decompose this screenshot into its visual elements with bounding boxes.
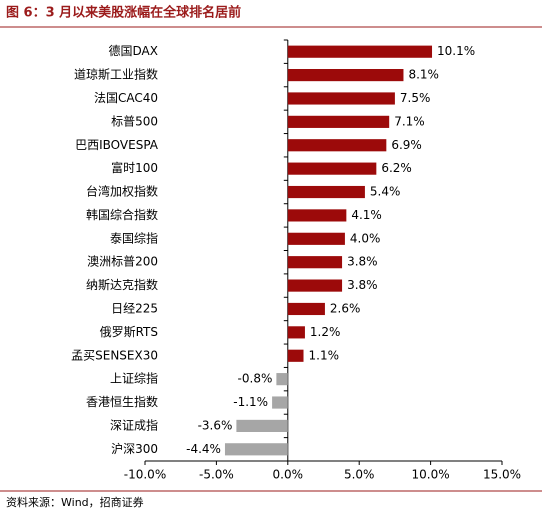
- bar: [224, 443, 288, 456]
- value-label: 4.1%: [351, 208, 382, 222]
- value-label: 6.2%: [381, 161, 412, 175]
- value-label: 4.0%: [350, 231, 381, 245]
- value-label: 10.1%: [437, 44, 475, 58]
- x-tick-label: 0.0%: [273, 468, 304, 482]
- bar: [287, 139, 387, 152]
- category-label: 澳洲标普200: [87, 255, 158, 269]
- value-label: -3.6%: [198, 418, 233, 432]
- category-label: 韩国综合指数: [86, 207, 158, 222]
- category-label: 标普500: [111, 114, 158, 128]
- category-label: 道琼斯工业指数: [74, 67, 158, 82]
- value-label: 7.1%: [394, 114, 425, 128]
- x-tick-label: -5.0%: [199, 468, 234, 482]
- bar: [287, 326, 305, 339]
- value-label: 3.8%: [347, 278, 378, 292]
- value-label: -1.1%: [233, 395, 268, 409]
- bar: [287, 279, 343, 292]
- category-label: 台湾加权指数: [86, 184, 158, 199]
- category-label: 上证综指: [110, 371, 158, 386]
- bar: [287, 302, 325, 316]
- bar: [287, 162, 377, 175]
- bar: [276, 373, 288, 386]
- source: 资料来源：Wind，招商证券: [6, 495, 144, 509]
- bar: [272, 396, 288, 409]
- bar: [236, 419, 288, 432]
- x-tick-label: 5.0%: [344, 468, 375, 482]
- bar: [287, 69, 404, 82]
- x-tick-label: -10.0%: [124, 468, 166, 482]
- value-label: -0.8%: [238, 372, 273, 386]
- value-label: 2.6%: [330, 301, 361, 315]
- category-label: 纳斯达克指数: [86, 277, 158, 292]
- value-label: 1.2%: [310, 325, 341, 339]
- category-label: 俄罗斯RTS: [100, 325, 158, 339]
- bar: [287, 92, 395, 105]
- category-label: 德国DAX: [109, 43, 158, 58]
- bar: [287, 256, 343, 269]
- category-label: 深证成指: [110, 417, 158, 432]
- value-label: -4.4%: [186, 442, 221, 456]
- bar: [287, 185, 365, 199]
- category-label: 沪深300: [111, 442, 158, 456]
- category-label: 富时100: [111, 160, 158, 175]
- category-label: 法国CAC40: [94, 91, 158, 105]
- category-label: 日经225: [111, 301, 158, 315]
- bar: [287, 349, 304, 362]
- value-label: 5.4%: [370, 185, 401, 199]
- value-label: 6.9%: [391, 138, 422, 152]
- bar: [287, 115, 390, 128]
- category-label: 泰国综指: [110, 230, 158, 245]
- x-tick-label: 10.0%: [412, 468, 450, 482]
- bar: [287, 232, 345, 245]
- value-label: 1.1%: [309, 348, 340, 362]
- bar: [287, 45, 433, 58]
- x-tick-label: 15.0%: [483, 468, 521, 482]
- category-label: 香港恒生指数: [86, 394, 158, 409]
- bar: [287, 209, 347, 222]
- value-label: 3.8%: [347, 255, 378, 269]
- category-label: 巴西IBOVESPA: [75, 138, 159, 152]
- value-label: 7.5%: [400, 91, 431, 105]
- value-label: 8.1%: [408, 68, 439, 82]
- chart-title: 图 6：3 月以来美股涨幅在全球排名居前: [6, 5, 241, 21]
- category-label: 孟买SENSEX30: [71, 348, 158, 362]
